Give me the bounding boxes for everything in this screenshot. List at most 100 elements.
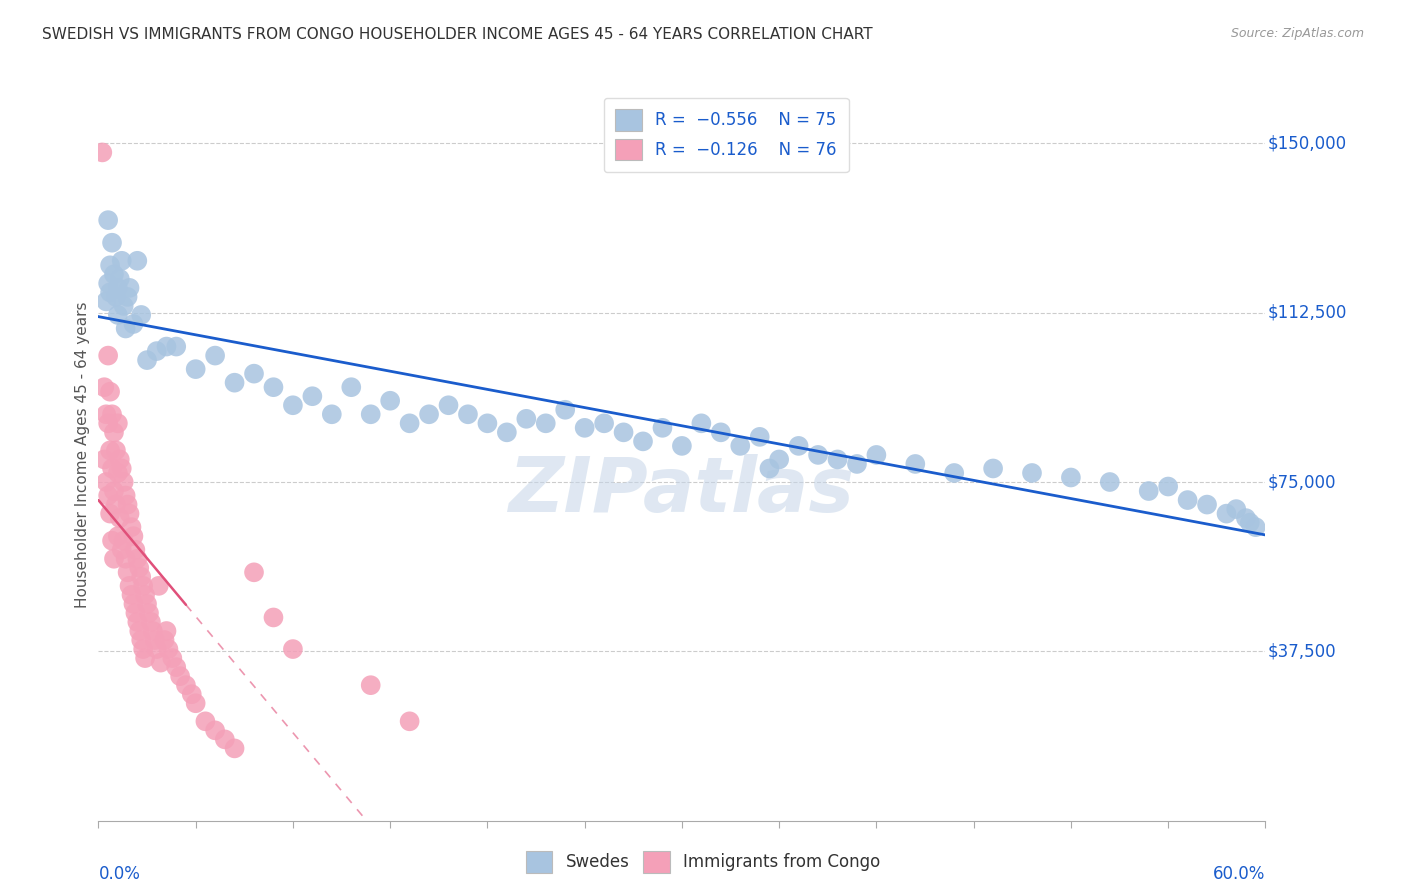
Point [748,430,770,444]
Point [107,417,129,431]
Point [787,439,810,453]
Point [98,507,121,521]
Point [360,407,382,421]
Point [214,732,236,747]
Point [184,696,207,710]
Point [129,308,152,322]
Point [112,533,135,548]
Point [1021,466,1043,480]
Point [710,425,733,440]
Point [91,145,114,160]
Point [128,624,150,638]
Point [224,376,246,390]
Point [121,588,143,602]
Point [104,443,127,458]
Point [153,633,176,648]
Point [593,417,616,431]
Point [904,457,927,471]
Point [169,669,191,683]
Point [1215,507,1237,521]
Point [155,340,177,354]
Point [194,714,217,729]
Point [97,417,120,431]
Point [651,421,673,435]
Text: SWEDISH VS IMMIGRANTS FROM CONGO HOUSEHOLDER INCOME AGES 45 - 64 YEARS CORRELATI: SWEDISH VS IMMIGRANTS FROM CONGO HOUSEHO… [42,27,873,42]
Point [112,475,135,489]
Point [111,253,134,268]
Point [114,321,136,335]
Point [204,349,226,363]
Point [139,615,162,629]
Point [132,579,155,593]
Point [321,407,343,421]
Point [97,213,120,227]
Point [301,389,323,403]
Point [118,507,141,521]
Point [107,308,129,322]
Point [758,461,780,475]
Point [165,340,187,354]
Text: ZIPatlas: ZIPatlas [509,455,855,528]
Point [146,344,169,359]
Point [96,407,118,421]
Point [162,651,184,665]
Point [104,498,127,512]
Point [281,642,304,657]
Point [845,457,868,471]
Point [865,448,887,462]
Point [1137,483,1160,498]
Point [101,533,124,548]
Point [97,489,120,503]
Point [1234,511,1257,525]
Point [574,421,596,435]
Point [340,380,363,394]
Point [204,723,226,738]
Point [101,461,124,475]
Y-axis label: Householder Income Ages 45 - 64 years: Householder Income Ages 45 - 64 years [75,301,90,608]
Point [631,434,654,449]
Text: Source: ZipAtlas.com: Source: ZipAtlas.com [1230,27,1364,40]
Point [243,367,266,381]
Point [108,272,131,286]
Point [118,579,141,593]
Text: 0.0%: 0.0% [98,864,141,882]
Point [98,285,121,300]
Point [103,551,125,566]
Point [157,642,180,657]
Point [943,466,966,480]
Point [378,393,402,408]
Point [534,417,557,431]
Point [117,290,139,304]
Point [143,633,166,648]
Point [127,551,149,566]
Point [101,407,124,421]
Point [1239,516,1261,530]
Point [398,417,420,431]
Point [418,407,440,421]
Point [243,566,266,580]
Point [112,299,135,313]
Point [103,268,125,282]
Point [148,579,170,593]
Point [108,452,131,467]
Point [103,425,125,440]
Point [690,417,713,431]
Point [117,566,139,580]
Point [114,551,136,566]
Point [146,642,169,657]
Point [134,588,156,602]
Point [129,633,152,648]
Point [107,529,129,543]
Point [136,353,159,368]
Point [127,253,149,268]
Point [128,561,150,575]
Point [437,398,460,412]
Point [136,597,159,611]
Point [122,529,145,543]
Point [127,615,149,629]
Point [981,461,1004,475]
Point [111,461,134,475]
Point [129,570,152,584]
Point [1060,470,1083,484]
Point [165,660,187,674]
